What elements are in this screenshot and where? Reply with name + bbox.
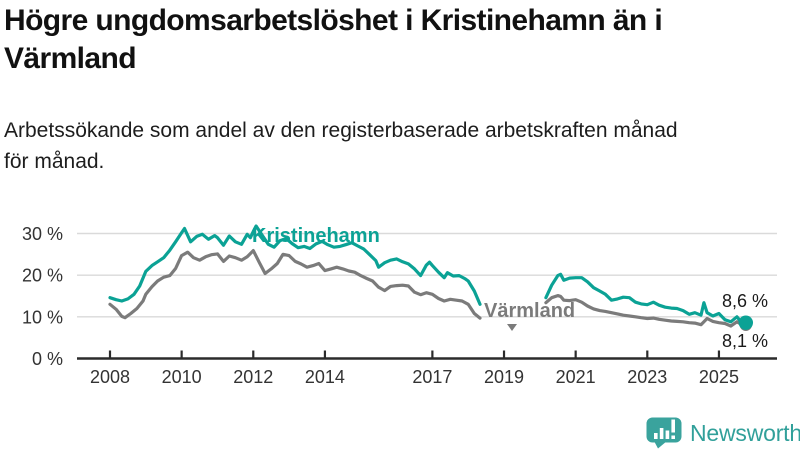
y-axis-tick-label: 0 % (32, 349, 63, 369)
series-line-kristinehamn (544, 272, 748, 325)
x-axis-tick-label: 2012 (233, 367, 273, 387)
series-end-dot-kristinehamn (738, 315, 754, 330)
y-axis-tick-label: 10 % (22, 307, 63, 327)
end-value-kristinehamn: 8,6 % (722, 291, 769, 311)
subtitle-line-2: för månad. (4, 150, 105, 173)
x-axis-tick-label: 2017 (412, 367, 452, 387)
series-line-kristinehamn (108, 224, 482, 306)
y-axis-tick-label: 20 % (22, 266, 63, 286)
x-axis-tick-label: 2019 (484, 367, 524, 387)
y-axis-tick-label: 30 % (22, 224, 63, 244)
end-value-varmland: 8,1 % (722, 331, 769, 351)
title-line-1: Högre ungdomsarbetslöshet i Kristinehamn… (4, 4, 663, 37)
x-axis-tick-label: 2014 (305, 367, 345, 387)
chart-subtitle: Arbetssökande som andel av den registerb… (4, 115, 678, 177)
series-label-varmland: Värmland (484, 300, 576, 322)
series-line-värmland (108, 249, 482, 320)
title-line-2: Värmland (4, 42, 137, 75)
newsworthy-wordmark: Newsworthy (690, 419, 800, 446)
varmland-label-pointer-icon (507, 324, 517, 331)
newsworthy-logo: Newsworthy (646, 417, 800, 449)
x-axis-tick-label: 2010 (162, 367, 202, 387)
page-title: Högre ungdomsarbetslöshet i Kristinehamn… (4, 2, 663, 78)
x-axis-tick-label: 2008 (90, 367, 130, 387)
series-label-kristinehamn: Kristinehamn (252, 225, 380, 247)
x-axis-tick-label: 2025 (699, 367, 739, 387)
series-line-värmland (544, 294, 748, 328)
x-axis-tick-label: 2023 (627, 367, 667, 387)
subtitle-line-1: Arbetssökande som andel av den registerb… (4, 119, 678, 142)
newsworthy-logo-icon (646, 417, 682, 449)
x-axis-tick-label: 2021 (556, 367, 596, 387)
